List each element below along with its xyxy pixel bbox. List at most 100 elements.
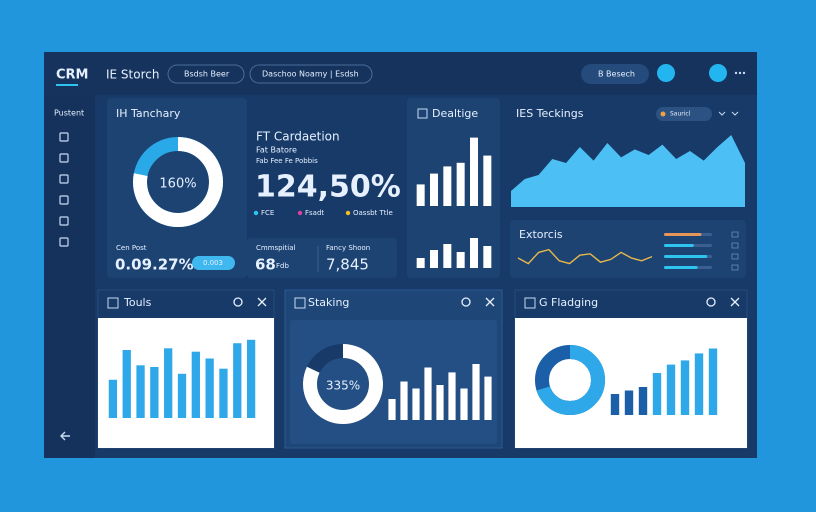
bar bbox=[430, 173, 438, 206]
legend-label: Fsadt bbox=[305, 209, 324, 217]
search-icon[interactable] bbox=[461, 297, 471, 307]
nav-icon[interactable] bbox=[59, 132, 69, 142]
nav-icon[interactable] bbox=[59, 153, 69, 163]
search-icon[interactable] bbox=[706, 297, 716, 307]
filter-pill[interactable] bbox=[249, 64, 373, 84]
donut-arc bbox=[535, 345, 605, 415]
filter-label: Bsdsh Beer bbox=[184, 70, 230, 79]
bar bbox=[108, 379, 118, 418]
card-title: IES Teckings bbox=[516, 107, 584, 120]
stat-label: Fancy Shoon bbox=[326, 244, 370, 252]
bar bbox=[205, 358, 214, 418]
bar bbox=[624, 390, 634, 415]
legend-label: Oassbt Ttle bbox=[353, 209, 393, 217]
bar bbox=[412, 388, 420, 420]
legend-dot bbox=[297, 210, 303, 216]
bar bbox=[416, 258, 425, 268]
card-title: Extorcis bbox=[519, 228, 563, 241]
stat-value: 0.09.27% bbox=[115, 256, 194, 274]
filter-pill[interactable] bbox=[167, 64, 245, 84]
stat-label: Cmmspitial bbox=[256, 244, 296, 252]
progress-end bbox=[731, 231, 739, 238]
card-body bbox=[515, 318, 747, 448]
big-value: 124,50% bbox=[255, 170, 401, 205]
bar bbox=[456, 162, 465, 206]
card-icon bbox=[417, 108, 428, 119]
legend-dot bbox=[345, 210, 351, 216]
nav-icon[interactable] bbox=[59, 237, 69, 247]
page-title: IE Storch bbox=[106, 68, 159, 82]
legend-dot bbox=[253, 210, 259, 216]
bar bbox=[638, 387, 648, 415]
bar bbox=[164, 348, 173, 418]
bar bbox=[150, 367, 159, 418]
bar bbox=[430, 250, 438, 268]
tag-label: Sauricl bbox=[670, 111, 691, 118]
bar bbox=[470, 238, 478, 268]
nav-icon[interactable] bbox=[59, 174, 69, 184]
badge bbox=[192, 256, 235, 270]
card-title: Touls bbox=[123, 296, 152, 309]
logo: CRM bbox=[56, 68, 89, 83]
stat-value: 7,845 bbox=[326, 256, 369, 274]
bar bbox=[219, 368, 228, 418]
sidebar-section: Pustent bbox=[54, 109, 84, 118]
bar bbox=[666, 364, 676, 415]
section-title: FT Cardaetion bbox=[256, 130, 340, 144]
bar bbox=[233, 343, 242, 418]
bar bbox=[470, 137, 478, 206]
card bbox=[247, 238, 397, 278]
tag-dot bbox=[660, 111, 666, 117]
close-icon[interactable] bbox=[485, 297, 495, 307]
filter-label: Daschoo Noamy | Esdsh bbox=[262, 70, 359, 79]
progress-fill bbox=[664, 244, 694, 247]
progress-end bbox=[731, 264, 739, 271]
card-title: Dealtige bbox=[432, 107, 478, 120]
search-pill[interactable] bbox=[581, 64, 649, 84]
nav-icon[interactable] bbox=[59, 216, 69, 226]
card-icon bbox=[524, 297, 536, 309]
bar bbox=[484, 376, 492, 420]
bar bbox=[177, 373, 187, 418]
close-icon[interactable] bbox=[730, 297, 740, 307]
donut-label: 335% bbox=[326, 379, 360, 393]
sidebar bbox=[44, 95, 95, 458]
bar bbox=[694, 353, 704, 415]
stat-label: Cen Post bbox=[116, 244, 147, 252]
close-icon[interactable] bbox=[257, 297, 267, 307]
menu-dot[interactable] bbox=[742, 71, 746, 75]
search-icon[interactable] bbox=[233, 297, 243, 307]
bar bbox=[443, 166, 452, 206]
progress-end bbox=[731, 242, 739, 249]
menu-dot[interactable] bbox=[738, 71, 742, 75]
nav-icon[interactable] bbox=[59, 195, 69, 205]
card-title: Staking bbox=[308, 296, 349, 309]
chevron[interactable] bbox=[718, 111, 739, 116]
bar bbox=[191, 351, 200, 418]
stat-sub: Fdb bbox=[276, 262, 289, 270]
bar bbox=[483, 155, 492, 206]
bar bbox=[246, 339, 256, 418]
bar bbox=[610, 394, 620, 415]
bar bbox=[460, 388, 468, 420]
card-body bbox=[290, 320, 497, 444]
icon-button[interactable] bbox=[657, 64, 675, 82]
bar bbox=[136, 365, 145, 418]
card-icon bbox=[107, 297, 119, 309]
area bbox=[511, 135, 745, 207]
bar bbox=[400, 381, 408, 420]
collapse-arrow[interactable] bbox=[60, 431, 70, 441]
card-title: G Fladging bbox=[539, 296, 598, 309]
bar bbox=[708, 348, 718, 415]
section-subtitle: Fat Batore bbox=[256, 146, 297, 155]
progress-fill bbox=[664, 233, 702, 236]
bar bbox=[388, 399, 396, 420]
icon-button[interactable] bbox=[709, 64, 727, 82]
logo-underline bbox=[56, 84, 78, 86]
tag-pill[interactable] bbox=[656, 107, 712, 121]
donut-label: 160% bbox=[159, 177, 196, 192]
menu-dot[interactable] bbox=[734, 71, 738, 75]
badge-label: 0.003 bbox=[203, 259, 223, 267]
bar bbox=[652, 373, 662, 415]
